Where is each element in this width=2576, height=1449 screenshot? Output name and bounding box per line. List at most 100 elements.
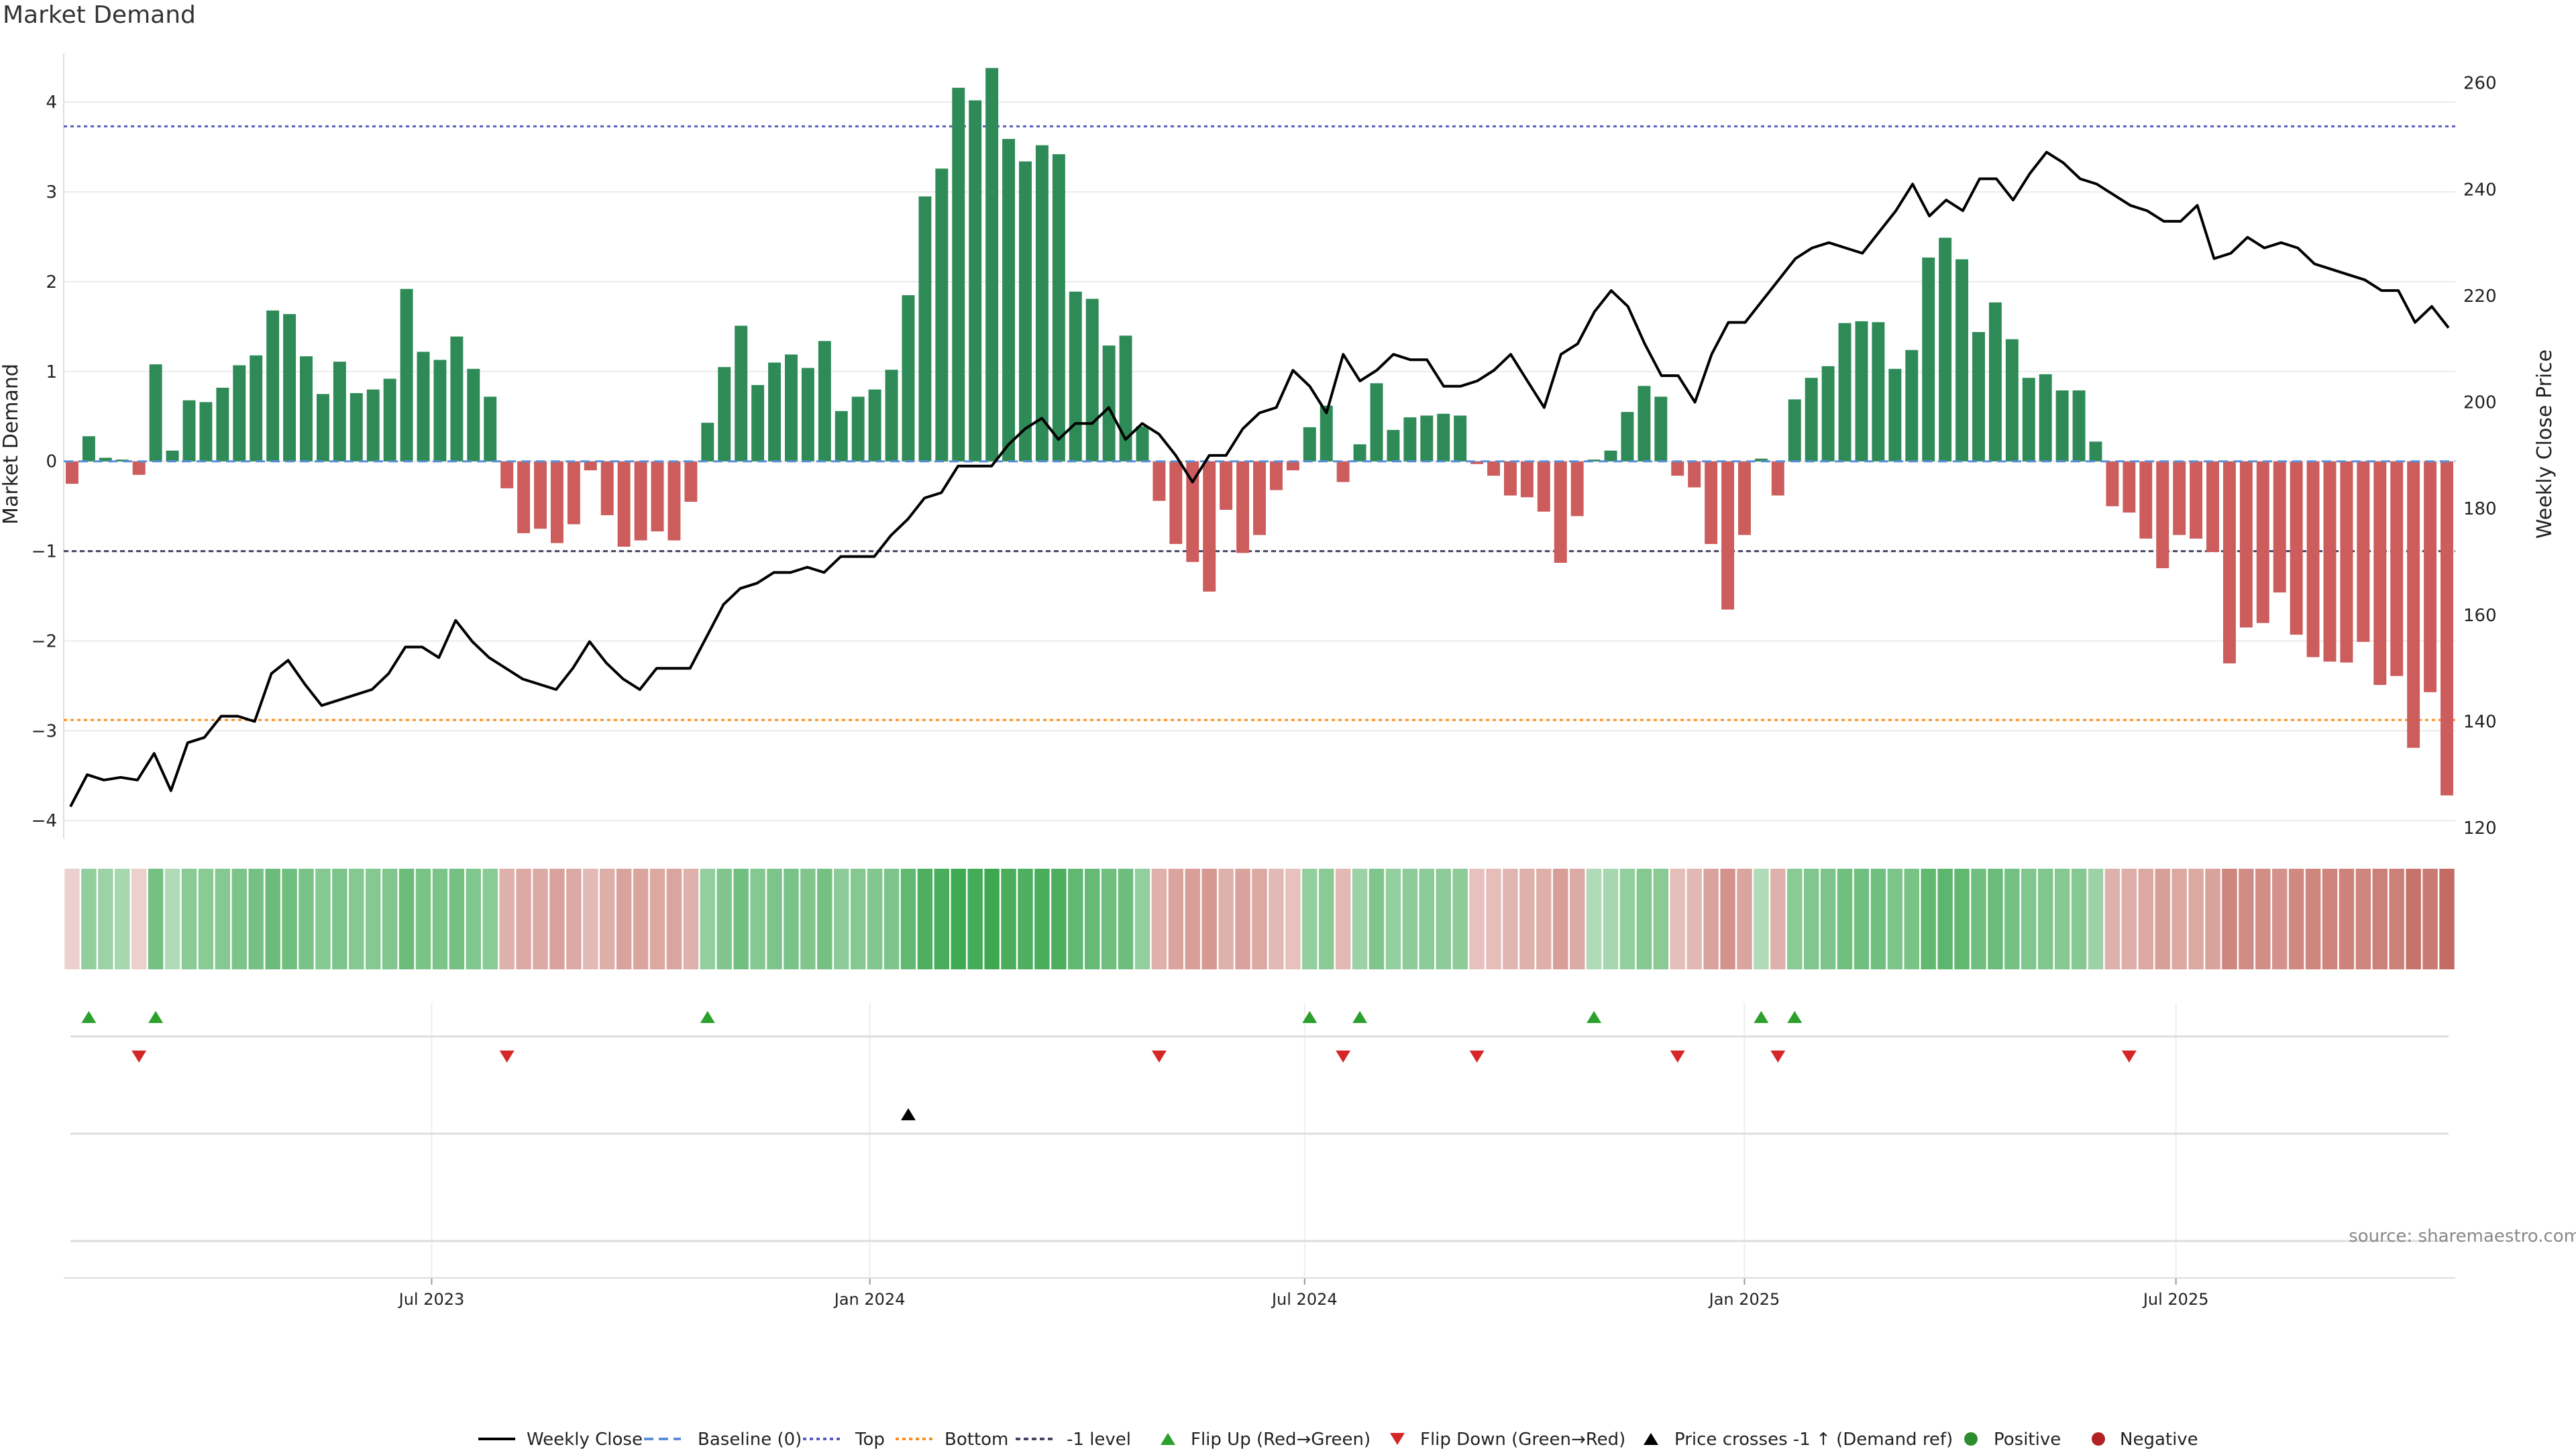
flip-up-marker <box>148 1011 164 1023</box>
heat-strip-cell <box>1436 869 1451 969</box>
demand-bar <box>300 356 313 462</box>
demand-bar <box>500 461 514 488</box>
price-cross-marker <box>900 1108 916 1120</box>
demand-bar <box>1872 322 1885 462</box>
heat-strip-cell <box>2389 869 2404 969</box>
heat-strip-cell <box>1937 869 1953 969</box>
flip-down-marker <box>1670 1051 1685 1063</box>
demand-bar <box>1805 378 1818 462</box>
demand-bar <box>2273 461 2286 593</box>
heat-strip-cell <box>265 869 280 969</box>
heat-strip-cell <box>683 869 699 969</box>
demand-bar <box>1771 461 1784 496</box>
heat-strip-cell <box>1034 869 1050 969</box>
heat-strip-cell <box>415 869 431 969</box>
demand-bar <box>1621 412 1634 462</box>
y2-tick-label: 140 <box>2463 712 2497 733</box>
heat-strip-cell <box>2222 869 2237 969</box>
heat-strip-cell <box>1569 869 1585 969</box>
demand-bar <box>1570 461 1584 517</box>
demand-bar <box>1721 461 1735 610</box>
heat-strip-cell <box>2071 869 2087 969</box>
demand-bar <box>166 450 179 462</box>
heat-strip-cell <box>516 869 531 969</box>
heat-strip-cell <box>533 869 548 969</box>
legend-swatch <box>1964 1432 1978 1446</box>
demand-bar <box>1052 154 1065 462</box>
flip-down-marker <box>1336 1051 1351 1063</box>
demand-bar <box>851 396 865 462</box>
x-tick-label: Jul 2024 <box>1271 1290 1338 1309</box>
heat-strip-cell <box>2372 869 2388 969</box>
legend-label: Negative <box>2120 1430 2198 1449</box>
demand-bar <box>1303 427 1316 462</box>
heat-strip-cell <box>1519 869 1535 969</box>
heat-strip-cell <box>1820 869 1836 969</box>
y2-tick-label: 160 <box>2463 606 2497 626</box>
heat-strip-cell <box>1670 869 1685 969</box>
demand-bar <box>2340 461 2353 663</box>
demand-bar <box>902 295 915 462</box>
legend-label: Positive <box>1994 1430 2061 1449</box>
demand-bar <box>1554 461 1567 564</box>
heat-strip-cell <box>1235 869 1250 969</box>
heat-strip-cell <box>649 869 665 969</box>
heat-strip-cell <box>1118 869 1134 969</box>
heat-strip-cell <box>2037 869 2053 969</box>
heat-strip-cell <box>282 869 297 969</box>
heat-strip-cell <box>1686 869 1702 969</box>
heat-strip-cell <box>1001 869 1016 969</box>
demand-bar <box>584 461 597 471</box>
heat-strip-cell <box>1754 869 1769 969</box>
demand-bar <box>1203 461 1216 592</box>
heat-strip-cell <box>616 869 632 969</box>
heat-strip-cell <box>716 869 732 969</box>
heat-strip-cell <box>1218 869 1234 969</box>
demand-bar <box>2072 390 2086 462</box>
demand-bar <box>718 367 731 462</box>
heat-strip-cell <box>131 869 147 969</box>
demand-bar <box>250 355 263 462</box>
demand-bar <box>1838 323 1851 462</box>
heat-strip-cell <box>2272 869 2288 969</box>
y-tick-label: 0 <box>46 452 57 472</box>
heat-strip-cell <box>2054 869 2070 969</box>
heat-strip-cell <box>700 869 716 969</box>
heat-strip-cell <box>2305 869 2321 969</box>
demand-bar <box>1119 335 1132 462</box>
flip-down-marker <box>1151 1051 1167 1063</box>
demand-bar <box>2022 378 2035 462</box>
demand-bar <box>1972 331 1985 462</box>
demand-bar <box>132 461 146 475</box>
demand-bar <box>467 368 480 462</box>
legend-label: Bottom <box>945 1430 1008 1449</box>
heat-strip-cell <box>951 869 966 969</box>
legend-label: Price crosses -1 ↑ (Demand ref) <box>1674 1430 1953 1449</box>
heat-strip-cell <box>1536 869 1552 969</box>
demand-bar <box>1236 461 1250 553</box>
heat-strip-cell <box>867 869 883 969</box>
demand-bar <box>2440 461 2454 796</box>
heat-strip-cell <box>365 869 381 969</box>
heat-strip-cell <box>1603 869 1619 969</box>
heat-strip-cell <box>1803 869 1819 969</box>
flip-up-marker <box>1787 1011 1803 1023</box>
heat-strip-cell <box>1452 869 1468 969</box>
flip-down-marker <box>499 1051 515 1063</box>
demand-bar <box>1487 461 1500 476</box>
legend-label: Top <box>855 1430 885 1449</box>
demand-bar <box>1537 461 1550 512</box>
source-note: source: sharemaestro.com <box>2349 1226 2576 1246</box>
heat-strip-cell <box>349 869 364 969</box>
heat-strip-cell <box>1101 869 1117 969</box>
heat-strip-cell <box>2121 869 2137 969</box>
demand-bar <box>1587 460 1601 462</box>
demand-bar <box>1939 237 1952 462</box>
heat-strip-cell <box>1469 869 1485 969</box>
heat-strip-cell <box>633 869 649 969</box>
heat-strip-cell <box>967 869 983 969</box>
demand-bar <box>2407 461 2420 748</box>
heat-strip-cell <box>2406 869 2421 969</box>
demand-bar <box>1286 461 1299 471</box>
heat-strip-cell <box>2322 869 2338 969</box>
